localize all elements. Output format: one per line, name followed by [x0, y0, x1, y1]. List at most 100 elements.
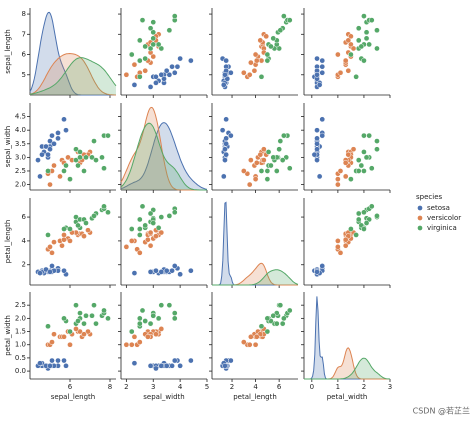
point [63, 127, 69, 134]
x-axis-label: petal_length [233, 393, 277, 401]
point [81, 331, 87, 338]
point [319, 57, 326, 64]
point [222, 146, 228, 153]
point [55, 357, 61, 364]
point [335, 51, 341, 58]
point [147, 229, 154, 236]
point [337, 168, 344, 174]
point [147, 269, 154, 275]
point [150, 312, 157, 319]
point [155, 41, 162, 48]
point [123, 244, 130, 250]
point [142, 43, 149, 50]
y-tick-label: 0.5 [15, 354, 26, 362]
point [355, 168, 362, 174]
point [258, 73, 265, 80]
point [49, 249, 55, 256]
point [101, 307, 107, 314]
point [265, 149, 272, 155]
legend-marker [417, 215, 423, 221]
point [335, 181, 341, 188]
point [136, 216, 143, 223]
point [145, 236, 151, 243]
y-tick-label: 1.0 [15, 341, 26, 349]
point [314, 135, 320, 142]
point [171, 315, 178, 322]
point [93, 157, 99, 163]
point [158, 45, 165, 52]
point [345, 37, 352, 44]
point [150, 29, 157, 36]
point [366, 132, 373, 139]
y-tick-label: 2 [22, 261, 26, 269]
point [264, 328, 271, 335]
point [253, 57, 260, 64]
point [75, 222, 81, 229]
point [35, 157, 41, 163]
point [75, 162, 81, 169]
density-line [120, 122, 207, 191]
x-tick-label: 2 [362, 383, 366, 391]
point [368, 203, 375, 210]
point [63, 162, 69, 169]
point [248, 157, 254, 163]
point [37, 360, 43, 367]
point [316, 173, 323, 180]
point [136, 315, 143, 322]
point [81, 233, 87, 239]
point [368, 165, 375, 172]
point [67, 341, 73, 348]
point [281, 13, 287, 19]
x-tick-label: 5 [205, 383, 209, 391]
point [273, 168, 280, 174]
point [342, 236, 349, 243]
point [258, 168, 265, 174]
point [163, 362, 170, 369]
point [150, 53, 157, 60]
point [319, 63, 326, 70]
point [177, 55, 183, 62]
point [314, 157, 320, 163]
point [85, 328, 91, 335]
point [314, 146, 320, 153]
point [77, 154, 83, 161]
point [361, 226, 367, 232]
point [337, 249, 344, 256]
point [73, 302, 79, 309]
point [279, 157, 286, 163]
point [268, 43, 274, 50]
point [374, 213, 380, 219]
point [166, 302, 173, 309]
point [136, 232, 143, 238]
x-tick-label: 0 [310, 383, 314, 391]
point [335, 244, 341, 250]
x-tick-label: 2 [230, 383, 234, 391]
point [223, 116, 229, 123]
density-fill [304, 358, 390, 379]
point [223, 140, 229, 147]
point [335, 238, 341, 244]
y-tick-label: 2.5 [15, 301, 26, 309]
point [374, 45, 380, 52]
point [169, 267, 175, 274]
point [286, 165, 293, 172]
point [83, 220, 89, 226]
point [374, 27, 380, 34]
point [366, 41, 373, 48]
y-axis-label: petal_width [4, 315, 12, 356]
point [83, 312, 89, 319]
point [136, 226, 143, 232]
point [85, 227, 91, 234]
point [139, 307, 146, 314]
point [91, 302, 97, 309]
point [277, 27, 284, 34]
point [240, 168, 247, 174]
point [348, 51, 354, 58]
point [253, 159, 260, 166]
point [136, 320, 143, 327]
x-tick-label: 3 [151, 383, 155, 391]
point [319, 116, 326, 123]
point [314, 127, 320, 134]
density-line [29, 52, 116, 96]
x-axis-label: sepal_length [51, 393, 95, 401]
